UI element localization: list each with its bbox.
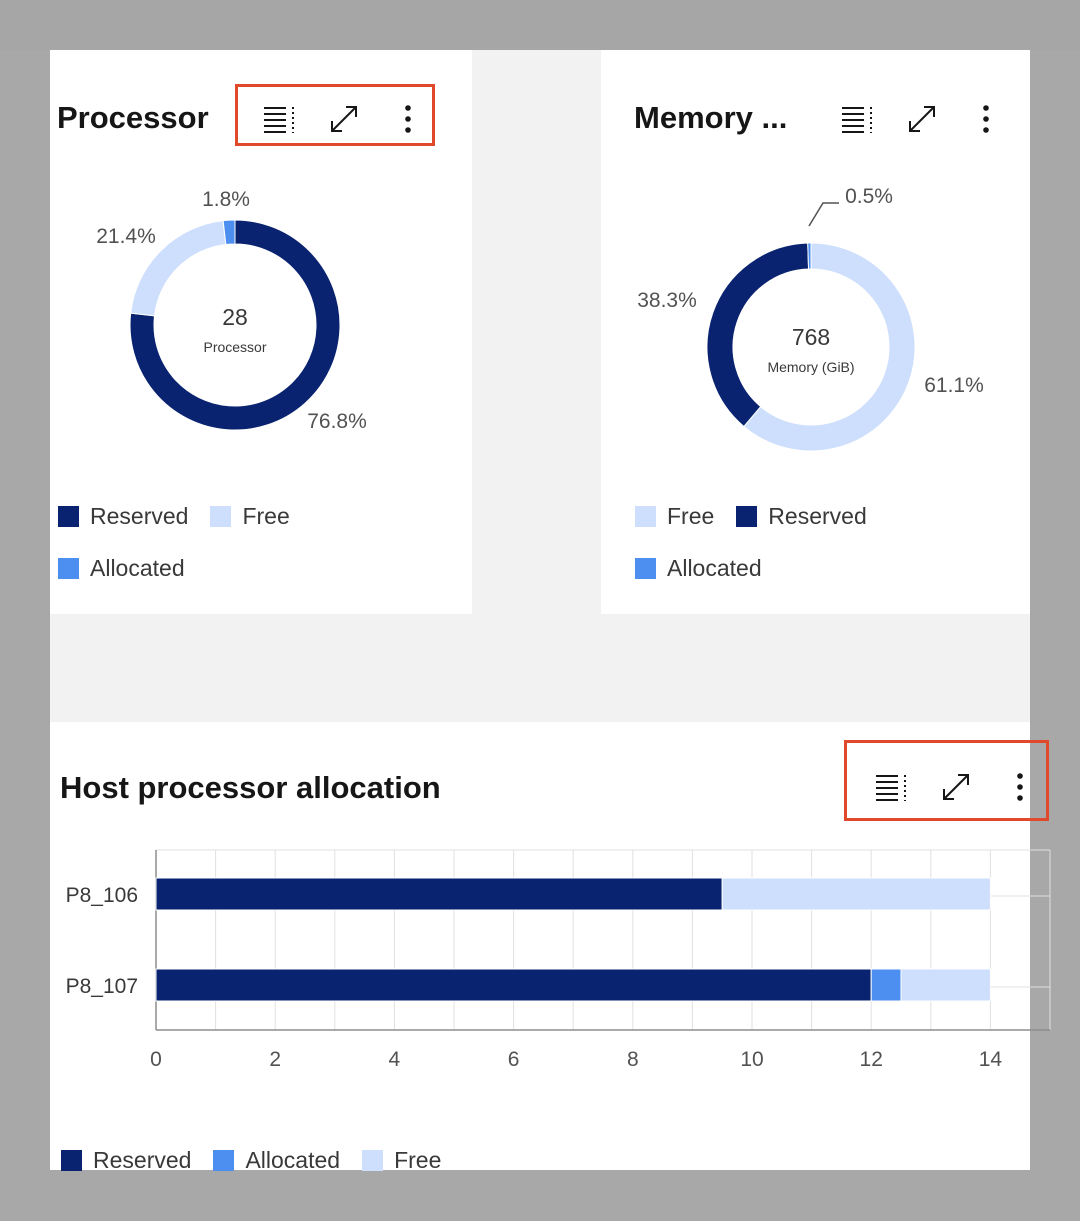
legend-swatch [61,1149,82,1171]
overflow-menu-icon [1017,773,1023,801]
processor-slice-label-free: 21.4% [96,225,156,248]
legend-item-allocated[interactable]: Allocated [635,555,762,582]
host-overflow-menu-button[interactable] [988,759,1052,815]
host-maximize-button[interactable] [924,759,988,815]
legend-item-reserved[interactable]: Reserved [61,1147,191,1174]
legend-item-free[interactable]: Free [635,503,714,530]
legend-item-reserved[interactable]: Reserved [736,502,867,530]
donut-slice-allocated[interactable] [807,242,812,270]
legend-swatch [210,505,232,527]
processor-card-toolbar [248,91,440,147]
dashboard-gap [50,614,1030,722]
table-view-icon [264,107,294,133]
memory-allocated-leader-line [808,202,839,227]
x-tick-label: 10 [740,1048,763,1071]
dashboard-gap-vertical [472,50,601,614]
maximize-icon [331,106,357,132]
overlay-top [0,0,1080,50]
memory-table-view-button[interactable] [826,91,890,147]
table-view-icon [876,775,906,801]
overflow-menu-icon [983,105,989,133]
memory-slice-label-allocated: 0.5% [845,185,893,208]
legend-item-allocated[interactable]: Allocated [58,555,185,582]
host-processor-card [50,722,1030,1170]
processor-donut-chart: 28 Processor 76.8% 21.4% 1.8% [96,188,367,433]
legend-swatch [736,505,758,527]
processor-center-value: 28 [222,304,248,330]
bar-segment-reserved[interactable] [155,968,872,1002]
host-bar-chart: P8_106 P8_107 0 2 4 6 8 10 12 14 [66,849,1051,1071]
legend-item-allocated[interactable]: Allocated [213,1147,340,1174]
legend-label: Allocated [667,554,762,581]
memory-slice-label-reserved: 38.3% [637,289,697,312]
processor-card-title: Processor [57,100,209,135]
x-tick-label: 4 [389,1048,401,1071]
legend-label: Reserved [90,502,189,529]
memory-center-label: Memory (GiB) [767,359,854,375]
host-table-view-button[interactable] [860,759,924,815]
legend-item-free[interactable]: Free [210,502,290,530]
table-view-icon [842,107,872,133]
memory-overflow-menu-button[interactable] [954,91,1018,147]
x-tick-label: 12 [860,1048,883,1071]
x-tick-label: 2 [269,1048,281,1071]
legend-label: Allocated [90,554,185,581]
x-tick-label: 0 [150,1048,162,1071]
memory-slice-label-free: 61.1% [924,374,984,397]
x-tick-label: 6 [508,1048,520,1071]
memory-maximize-button[interactable] [890,91,954,147]
processor-slice-label-reserved: 76.8% [307,410,367,433]
memory-donut-chart: 768 Memory (GiB) 0.5% 38.3% 61.1% [637,185,984,452]
legend-label: Free [242,502,290,529]
memory-card-title: Memory ... [634,100,788,135]
processor-table-view-button[interactable] [248,91,312,147]
bar-segment-free[interactable] [721,877,991,911]
donut-slice-allocated[interactable] [222,219,236,246]
category-label: P8_106 [66,884,138,907]
host-toolbar-highlight [844,740,1049,821]
maximize-icon [943,774,969,800]
donut-slice-reserved[interactable] [129,219,341,431]
donut-slice-free[interactable] [743,242,916,452]
legend-label: Free [667,502,715,529]
overflow-menu-icon [405,105,411,133]
legend-label: Allocated [245,1146,341,1173]
memory-center-value: 768 [792,324,830,350]
host-legend: Reserved Allocated Free [61,1134,463,1186]
maximize-icon [909,106,935,132]
bar-segment-allocated[interactable] [870,968,902,1002]
processor-toolbar-highlight [235,84,435,146]
memory-legend: Free Reserved Allocated [635,490,889,594]
legend-label: Free [394,1146,442,1173]
legend-swatch [58,557,79,579]
processor-maximize-button[interactable] [312,91,376,147]
legend-swatch [58,505,79,527]
legend-swatch [635,557,656,579]
processor-legend: Reserved Free Allocated [58,490,312,594]
processor-slice-label-allocated: 1.8% [202,188,250,211]
legend-swatch [213,1149,235,1171]
legend-item-free[interactable]: Free [362,1147,441,1174]
host-card-title: Host processor allocation [60,770,441,805]
processor-center-label: Processor [203,339,266,355]
legend-label: Reserved [93,1146,192,1173]
memory-card-toolbar [826,91,1018,147]
processor-overflow-menu-button[interactable] [376,91,440,147]
category-label: P8_107 [66,975,138,998]
host-card-toolbar [860,759,1052,815]
legend-item-reserved[interactable]: Reserved [58,503,188,530]
legend-swatch [362,1149,384,1171]
memory-card [601,50,1030,614]
x-tick-label: 8 [627,1048,639,1071]
legend-swatch [635,505,656,527]
bar-segment-reserved[interactable] [155,877,723,911]
x-tick-label: 14 [979,1048,1003,1071]
bar-segment-free[interactable] [900,968,991,1002]
legend-label: Reserved [768,502,867,529]
